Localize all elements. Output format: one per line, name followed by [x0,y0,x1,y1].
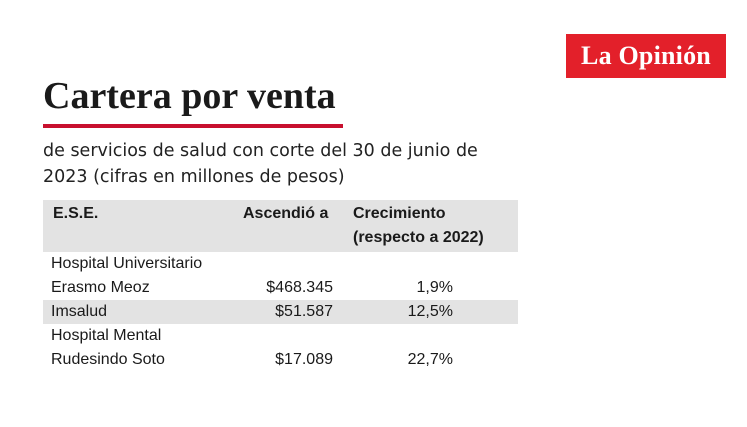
row-growth: 12,5% [407,303,453,320]
header-growth-line1: Crecimiento [353,205,446,222]
header-growth: Crecimiento (respecto a 2022) [353,200,518,252]
row-growth: 1,9% [416,279,453,296]
row-name-line: Hospital Universitario [51,255,203,272]
row-name: Hospital Mental Rudesindo Soto [43,324,226,372]
row-name-line: Hospital Mental [51,327,162,344]
chart-title: Cartera por venta [43,75,336,117]
la-opinion-logo: La Opinión [566,34,726,78]
row-name: Imsalud [43,300,226,324]
chart-subtitle: de servicios de salud con corte del 30 d… [43,141,478,187]
table-row: Hospital Universitario Erasmo Meoz $468.… [43,252,518,300]
row-name: Hospital Universitario Erasmo Meoz [43,252,226,300]
data-table: E.S.E. Ascendió a Crecimiento (respecto … [43,200,518,372]
header-ese: E.S.E. [53,205,99,222]
table-header-row: E.S.E. Ascendió a Crecimiento (respecto … [43,200,518,252]
row-amount: $17.089 [275,351,333,368]
header-growth-line2: (respecto a 2022) [353,229,484,246]
header-amount: Ascendió a [243,205,329,222]
row-name-line: Imsalud [51,303,108,320]
table-row: Hospital Mental Rudesindo Soto $17.089 2… [43,324,518,372]
title-underline [43,124,343,128]
row-name-line: Erasmo Meoz [51,279,150,296]
row-amount: $468.345 [266,279,333,296]
row-name-line: Rudesindo Soto [51,351,165,368]
table-row: Imsalud $51.587 12,5% [43,300,518,324]
row-growth: 22,7% [407,351,453,368]
row-amount: $51.587 [275,303,333,320]
